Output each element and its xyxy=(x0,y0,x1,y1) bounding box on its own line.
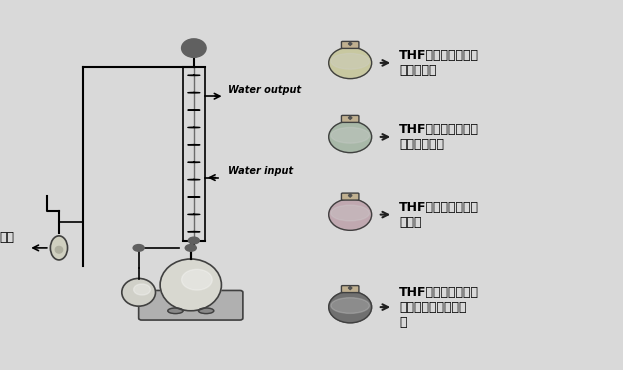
Text: THF溶液为绿色：二
苯甲酮量不足: THF溶液为绿色：二 苯甲酮量不足 xyxy=(399,123,479,151)
Ellipse shape xyxy=(55,246,63,253)
FancyBboxPatch shape xyxy=(139,290,243,320)
Polygon shape xyxy=(348,42,352,46)
FancyBboxPatch shape xyxy=(341,41,359,48)
Ellipse shape xyxy=(168,308,183,314)
FancyBboxPatch shape xyxy=(341,115,359,122)
Ellipse shape xyxy=(50,236,67,260)
Ellipse shape xyxy=(188,237,199,244)
Ellipse shape xyxy=(329,292,372,323)
Text: THF溶液为黄色：金
属钠量不足: THF溶液为黄色：金 属钠量不足 xyxy=(399,49,479,77)
Ellipse shape xyxy=(329,121,372,153)
Text: Water input: Water input xyxy=(227,166,293,176)
Ellipse shape xyxy=(331,297,369,313)
Ellipse shape xyxy=(199,308,214,314)
Text: 硅油: 硅油 xyxy=(0,231,14,244)
Polygon shape xyxy=(348,286,352,290)
FancyBboxPatch shape xyxy=(341,193,359,200)
Ellipse shape xyxy=(181,269,212,290)
Polygon shape xyxy=(348,116,352,120)
Text: THF溶液为深紫色或
暗黑色：达到无水无
氧: THF溶液为深紫色或 暗黑色：达到无水无 氧 xyxy=(399,286,479,329)
Ellipse shape xyxy=(133,284,151,295)
Ellipse shape xyxy=(331,54,369,69)
Ellipse shape xyxy=(133,245,144,251)
Ellipse shape xyxy=(329,47,372,79)
Text: THF溶液为浅紫色：
仍有水: THF溶液为浅紫色： 仍有水 xyxy=(399,201,479,229)
Ellipse shape xyxy=(160,259,221,311)
Ellipse shape xyxy=(185,245,196,251)
Ellipse shape xyxy=(329,199,372,230)
Polygon shape xyxy=(348,194,352,197)
Ellipse shape xyxy=(181,39,206,57)
FancyBboxPatch shape xyxy=(341,286,359,293)
Text: Water output: Water output xyxy=(227,84,301,94)
Ellipse shape xyxy=(122,279,156,306)
Ellipse shape xyxy=(331,205,369,221)
Ellipse shape xyxy=(331,127,369,143)
